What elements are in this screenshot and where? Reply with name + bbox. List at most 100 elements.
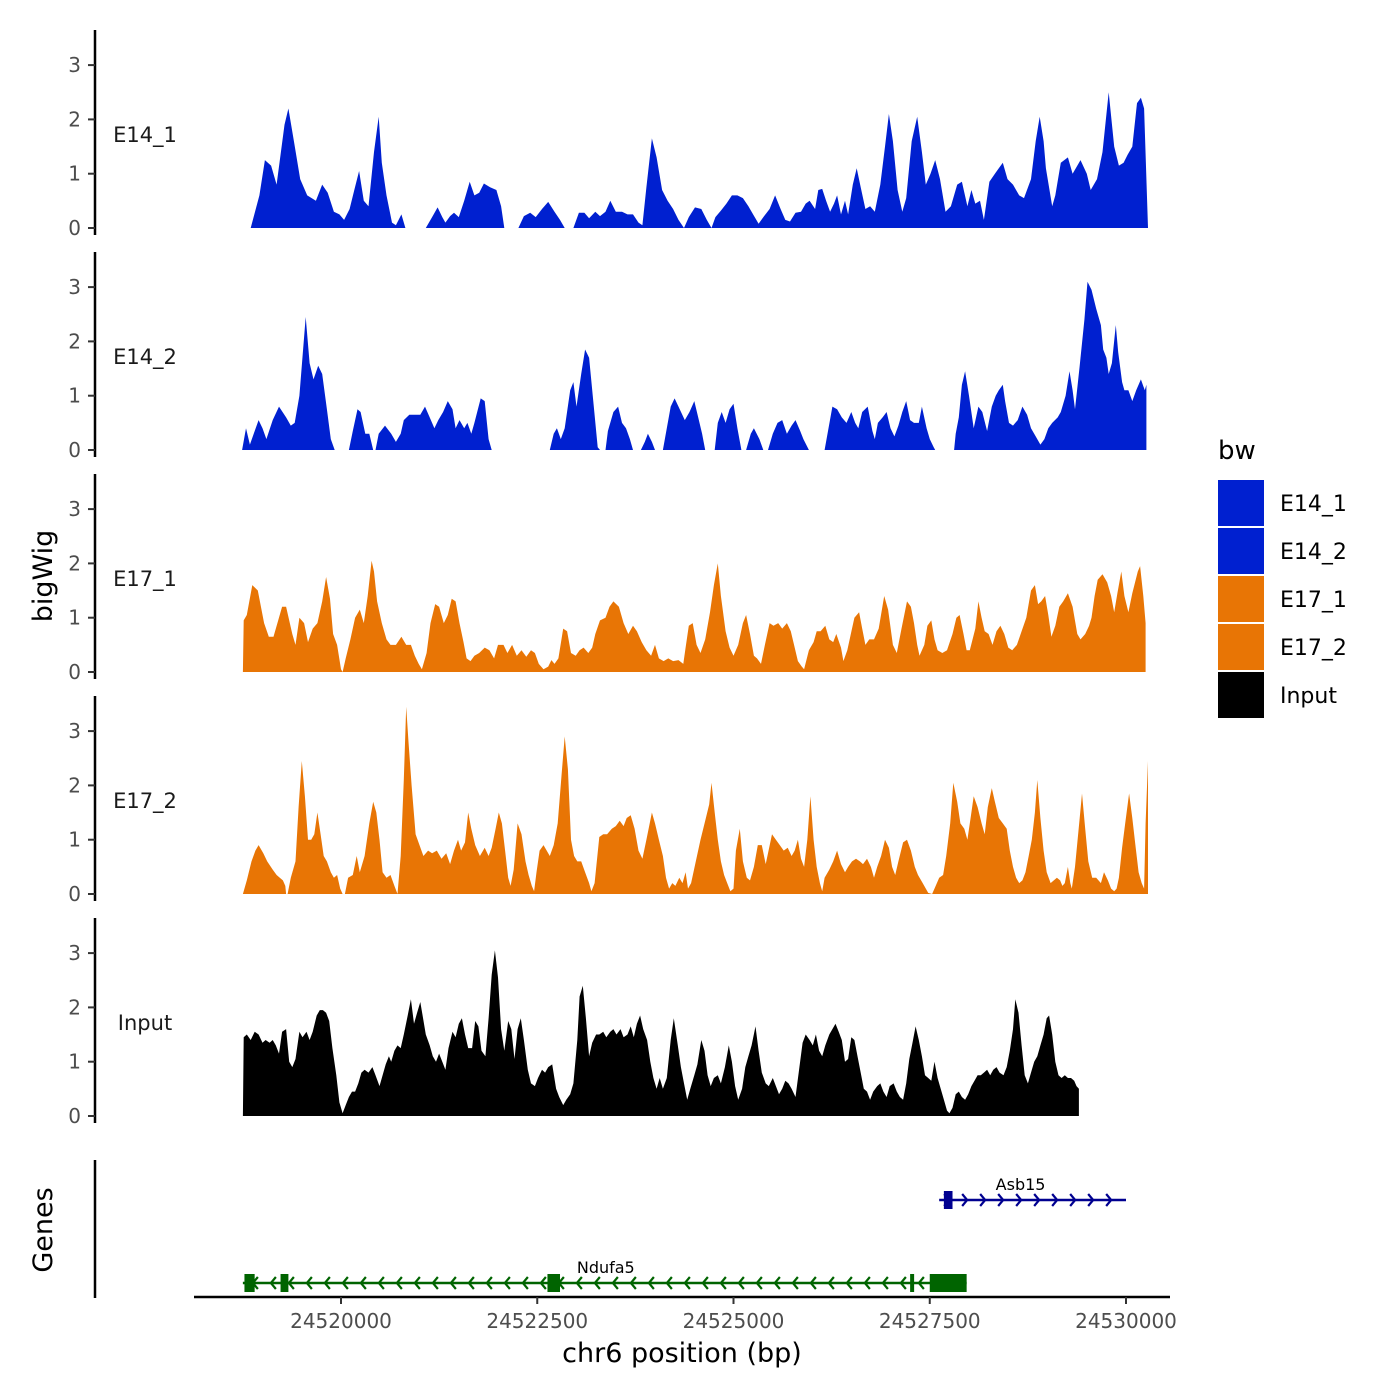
gene-ndufa5: Ndufa5 [242, 1258, 967, 1292]
y-tick-label: 0 [68, 438, 81, 462]
track-panel-e14_2: 0 1 2 3 E14_2 [68, 252, 1147, 462]
exon [929, 1274, 967, 1292]
signal-area-input [242, 950, 1079, 1116]
strand-chevron [287, 1276, 295, 1290]
y-tick-label: 3 [68, 275, 81, 299]
track-panel-e17_2: 0 1 2 3 E17_2 [68, 696, 1148, 906]
strand-chevron [997, 1193, 1005, 1207]
strand-chevron [575, 1276, 583, 1290]
exon [547, 1274, 561, 1292]
legend-swatch [1218, 528, 1264, 574]
legend: bw E14_1 E14_2 E17_1 E17_2 Input [1218, 436, 1347, 718]
track-label: E17_2 [113, 789, 177, 814]
y-tick-label: 2 [68, 773, 81, 797]
y-tick-label: 2 [68, 995, 81, 1019]
y-tick-label: 3 [68, 497, 81, 521]
legend-label: E17_2 [1280, 636, 1347, 661]
y-axis-title: bigWig [28, 530, 59, 623]
strand-chevron [485, 1276, 493, 1290]
genes-axis-title: Genes [28, 1187, 59, 1272]
gene-label: Asb15 [996, 1175, 1046, 1194]
strand-chevron [1087, 1193, 1095, 1207]
y-tick-label: 3 [68, 53, 81, 77]
track-panel-input: 0 1 2 3 Input [68, 918, 1079, 1128]
strand-chevron [737, 1276, 745, 1290]
signal-area-e17_2 [242, 706, 1148, 894]
strand-chevron [827, 1276, 835, 1290]
y-tick-label: 3 [68, 719, 81, 743]
strand-chevron [431, 1276, 439, 1290]
strand-chevron [269, 1276, 277, 1290]
strand-chevron [1051, 1193, 1059, 1207]
y-tick-label: 1 [68, 828, 81, 852]
strand-chevron [899, 1276, 907, 1290]
track-label: E17_1 [113, 567, 177, 592]
strand-chevron [341, 1276, 349, 1290]
strand-chevron [845, 1276, 853, 1290]
strand-chevron [665, 1276, 673, 1290]
legend-title: bw [1218, 436, 1256, 466]
y-tick-label: 0 [68, 660, 81, 684]
exon [943, 1191, 953, 1209]
x-axis-title: chr6 position (bp) [562, 1338, 802, 1369]
strand-chevron [539, 1276, 547, 1290]
strand-chevron [1105, 1193, 1113, 1207]
x-tick-label: 24522500 [486, 1309, 588, 1333]
strand-chevron [1069, 1193, 1077, 1207]
track-panel-e17_1: 0 1 2 3 E17_1 [68, 474, 1146, 684]
strand-chevron [791, 1276, 799, 1290]
strand-chevron [809, 1276, 817, 1290]
strand-chevron [719, 1276, 727, 1290]
strand-chevron [701, 1276, 709, 1290]
y-tick-label: 0 [68, 1104, 81, 1128]
legend-label: E17_1 [1280, 588, 1347, 613]
strand-chevron [755, 1276, 763, 1290]
strand-chevron [773, 1276, 781, 1290]
y-tick-label: 1 [68, 1050, 81, 1074]
bigwig-tracks: 0 1 2 3 E14_1 0 1 2 3 E14_2 0 1 2 3 E17_1 0 1 2 3 E17_2 0 1 2 3… [68, 30, 1148, 1128]
y-tick-label: 2 [68, 551, 81, 575]
gene-track: Asb15 Ndufa5 [93, 1160, 1126, 1298]
strand-chevron [1015, 1193, 1023, 1207]
y-tick-label: 3 [68, 941, 81, 965]
y-tick-label: 0 [68, 882, 81, 906]
legend-swatch [1218, 480, 1264, 526]
track-panel-e14_1: 0 1 2 3 E14_1 [68, 30, 1148, 240]
x-axis: 24520000 24522500 24525000 24527500 24530000 [194, 1295, 1177, 1333]
gene-asb15: Asb15 [939, 1175, 1126, 1209]
strand-chevron [449, 1276, 457, 1290]
signal-area-e17_1 [242, 560, 1146, 672]
legend-swatch [1218, 624, 1264, 670]
x-tick-label: 24520000 [290, 1309, 392, 1333]
strand-chevron [961, 1193, 969, 1207]
strand-chevron [395, 1276, 403, 1290]
strand-chevron [413, 1276, 421, 1290]
strand-chevron [467, 1276, 475, 1290]
strand-chevron [683, 1276, 691, 1290]
strand-chevron [323, 1276, 331, 1290]
strand-chevron [359, 1276, 367, 1290]
legend-swatch [1218, 672, 1264, 718]
strand-chevron [305, 1276, 313, 1290]
track-label: Input [118, 1011, 172, 1035]
y-tick-label: 1 [68, 162, 81, 186]
legend-swatch [1218, 576, 1264, 622]
strand-chevron [647, 1276, 655, 1290]
strand-chevron [863, 1276, 871, 1290]
strand-chevron [979, 1193, 987, 1207]
signal-area-e14_1 [250, 92, 1148, 228]
strand-chevron [521, 1276, 529, 1290]
track-label: E14_2 [113, 345, 177, 370]
legend-label: Input [1280, 684, 1337, 709]
y-tick-label: 2 [68, 107, 81, 131]
x-tick-label: 24527500 [879, 1309, 981, 1333]
legend-label: E14_2 [1280, 540, 1347, 565]
strand-chevron [503, 1276, 511, 1290]
strand-chevron [593, 1276, 601, 1290]
x-tick-label: 24525000 [683, 1309, 785, 1333]
legend-label: E14_1 [1280, 492, 1347, 517]
signal-area-e14_2 [242, 281, 1147, 450]
strand-chevron [629, 1276, 637, 1290]
y-tick-label: 1 [68, 384, 81, 408]
exon [244, 1274, 255, 1292]
